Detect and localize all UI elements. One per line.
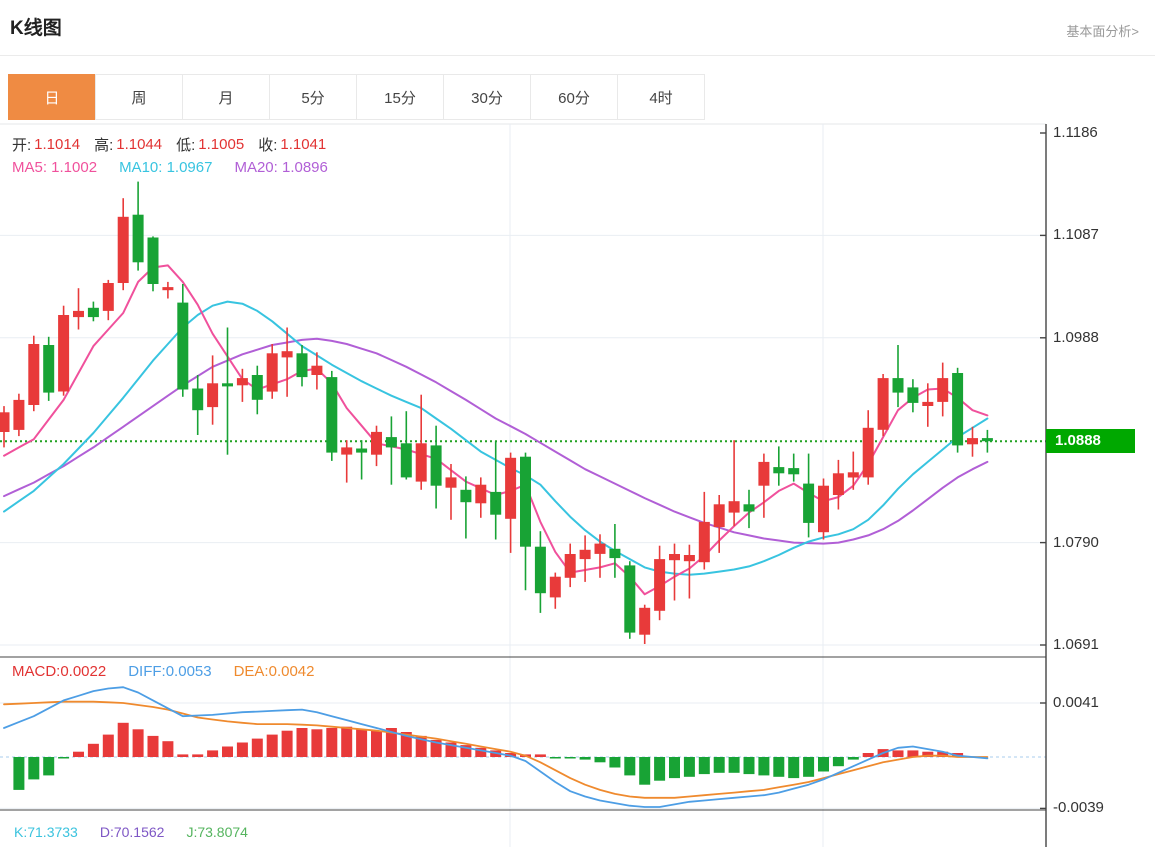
axis-layer	[0, 124, 1047, 847]
fundamental-analysis-link[interactable]: 基本面分析>	[1066, 24, 1139, 39]
dea-line	[3, 700, 989, 799]
page-title: K线图	[10, 18, 62, 39]
tab-interval-0[interactable]: 日	[8, 74, 96, 120]
tab-interval-3[interactable]: 5分	[269, 74, 357, 120]
tab-interval-2[interactable]: 月	[182, 74, 270, 120]
current-price-tag: 1.0888	[1046, 429, 1135, 454]
tab-interval-5[interactable]: 30分	[443, 74, 531, 120]
tab-interval-4[interactable]: 15分	[356, 74, 444, 120]
tab-interval-1[interactable]: 周	[95, 74, 183, 120]
kline-chart-canvas[interactable]	[0, 120, 1155, 847]
macd-histogram	[13, 722, 964, 790]
interval-tabbar: 日周月 5分 15分 30分 60分 4时	[8, 74, 705, 120]
diff-line	[3, 686, 989, 808]
ma5-line	[3, 264, 989, 596]
ma20-line	[3, 337, 989, 545]
candles-layer	[0, 181, 993, 644]
tab-interval-6[interactable]: 60分	[530, 74, 618, 120]
page-header: K线图 基本面分析>	[0, 0, 1155, 56]
tab-interval-7[interactable]: 4时	[617, 74, 705, 120]
